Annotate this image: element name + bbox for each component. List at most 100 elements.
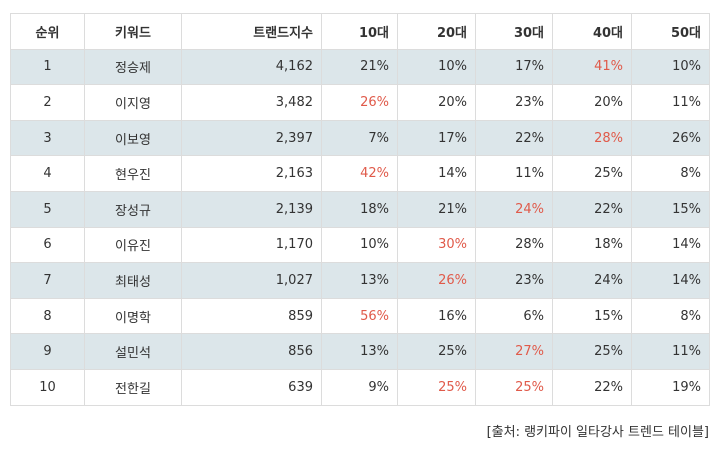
header-rank: 순위 [10, 13, 85, 50]
age-share-cell: 14% [397, 155, 476, 192]
age-share-cell: 56% [321, 297, 398, 335]
header-50s: 50대 [631, 13, 710, 50]
age-share-cell: 25% [397, 368, 476, 406]
trend-table: 순위 키워드 트랜드지수 10대 20대 30대 40대 50대 1 정승제 4,1… [10, 13, 710, 406]
keyword-cell: 이명학 [84, 297, 182, 335]
age-share-cell: 11% [631, 84, 710, 121]
age-share-cell: 24% [552, 262, 632, 299]
table-row: 5 장성규 2,139 18% 21% 24% 22% 15% [10, 190, 710, 228]
header-20s: 20대 [397, 13, 476, 50]
age-share-cell: 6% [475, 297, 553, 335]
age-share-cell: 20% [397, 84, 476, 121]
keyword-cell: 이보영 [84, 119, 182, 157]
age-share-cell: 19% [631, 368, 710, 406]
rank-cell: 2 [10, 84, 85, 121]
age-share-cell: 11% [475, 155, 553, 192]
age-share-cell: 13% [321, 262, 398, 299]
rank-cell: 7 [10, 262, 85, 299]
table-row: 3 이보영 2,397 7% 17% 22% 28% 26% [10, 119, 710, 157]
trend-index-cell: 4,162 [181, 48, 322, 86]
age-share-cell: 27% [475, 333, 553, 370]
age-share-cell: 15% [552, 297, 632, 335]
age-share-cell: 8% [631, 297, 710, 335]
age-share-cell: 28% [475, 226, 553, 264]
header-10s: 10대 [321, 13, 398, 50]
age-share-cell: 11% [631, 333, 710, 370]
header-row: 순위 키워드 트랜드지수 10대 20대 30대 40대 50대 [10, 13, 710, 50]
age-share-cell: 21% [321, 48, 398, 86]
age-share-cell: 15% [631, 190, 710, 228]
age-share-cell: 26% [321, 84, 398, 121]
table-row: 10 전한길 639 9% 25% 25% 22% 19% [10, 368, 710, 406]
age-share-cell: 22% [552, 368, 632, 406]
rank-cell: 9 [10, 333, 85, 370]
age-share-cell: 8% [631, 155, 710, 192]
age-share-cell: 25% [475, 368, 553, 406]
age-share-cell: 28% [552, 119, 632, 157]
header-keyword: 키워드 [84, 13, 182, 50]
keyword-cell: 전한길 [84, 368, 182, 406]
age-share-cell: 13% [321, 333, 398, 370]
age-share-cell: 42% [321, 155, 398, 192]
age-share-cell: 17% [475, 48, 553, 86]
age-share-cell: 9% [321, 368, 398, 406]
source-caption: [출처: 랭키파이 일타강사 트렌드 테이블] [486, 425, 709, 440]
age-share-cell: 23% [475, 84, 553, 121]
age-share-cell: 25% [552, 333, 632, 370]
header-30s: 30대 [475, 13, 553, 50]
keyword-cell: 이유진 [84, 226, 182, 264]
trend-index-cell: 3,482 [181, 84, 322, 121]
rank-cell: 8 [10, 297, 85, 335]
keyword-cell: 최태성 [84, 262, 182, 299]
keyword-cell: 설민석 [84, 333, 182, 370]
table-row: 2 이지영 3,482 26% 20% 23% 20% 11% [10, 84, 710, 121]
rank-cell: 10 [10, 368, 85, 406]
age-share-cell: 18% [321, 190, 398, 228]
trend-index-cell: 2,139 [181, 190, 322, 228]
keyword-cell: 현우진 [84, 155, 182, 192]
trend-index-cell: 1,027 [181, 262, 322, 299]
age-share-cell: 14% [631, 262, 710, 299]
age-share-cell: 10% [397, 48, 476, 86]
age-share-cell: 41% [552, 48, 632, 86]
trend-index-cell: 2,163 [181, 155, 322, 192]
age-share-cell: 23% [475, 262, 553, 299]
table-row: 9 설민석 856 13% 25% 27% 25% 11% [10, 333, 710, 370]
table-row: 1 정승제 4,162 21% 10% 17% 41% 10% [10, 48, 710, 86]
age-share-cell: 25% [552, 155, 632, 192]
trend-index-cell: 856 [181, 333, 322, 370]
age-share-cell: 30% [397, 226, 476, 264]
age-share-cell: 21% [397, 190, 476, 228]
trend-index-cell: 859 [181, 297, 322, 335]
age-share-cell: 26% [631, 119, 710, 157]
table-row: 7 최태성 1,027 13% 26% 23% 24% 14% [10, 262, 710, 299]
age-share-cell: 18% [552, 226, 632, 264]
trend-index-cell: 1,170 [181, 226, 322, 264]
keyword-cell: 장성규 [84, 190, 182, 228]
age-share-cell: 7% [321, 119, 398, 157]
age-share-cell: 25% [397, 333, 476, 370]
age-share-cell: 10% [321, 226, 398, 264]
rank-cell: 3 [10, 119, 85, 157]
rank-cell: 5 [10, 190, 85, 228]
rank-cell: 1 [10, 48, 85, 86]
age-share-cell: 20% [552, 84, 632, 121]
table-row: 4 현우진 2,163 42% 14% 11% 25% 8% [10, 155, 710, 192]
table-row: 6 이유진 1,170 10% 30% 28% 18% 14% [10, 226, 710, 264]
age-share-cell: 22% [475, 119, 553, 157]
age-share-cell: 22% [552, 190, 632, 228]
age-share-cell: 26% [397, 262, 476, 299]
age-share-cell: 14% [631, 226, 710, 264]
rank-cell: 6 [10, 226, 85, 264]
header-trend-index: 트랜드지수 [181, 13, 322, 50]
trend-index-cell: 639 [181, 368, 322, 406]
keyword-cell: 이지영 [84, 84, 182, 121]
age-share-cell: 16% [397, 297, 476, 335]
age-share-cell: 10% [631, 48, 710, 86]
rank-cell: 4 [10, 155, 85, 192]
table-row: 8 이명학 859 56% 16% 6% 15% 8% [10, 297, 710, 335]
header-40s: 40대 [552, 13, 632, 50]
trend-index-cell: 2,397 [181, 119, 322, 157]
keyword-cell: 정승제 [84, 48, 182, 86]
age-share-cell: 17% [397, 119, 476, 157]
